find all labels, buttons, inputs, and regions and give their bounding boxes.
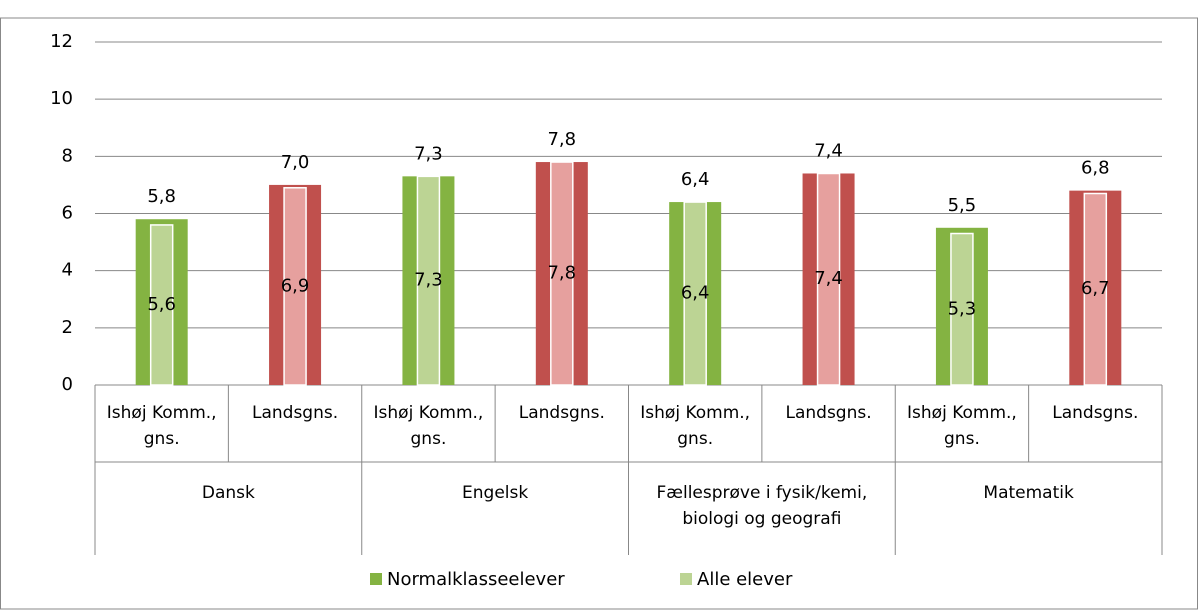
group-label: Matematik	[983, 483, 1074, 503]
y-tick-label: 2	[62, 317, 73, 338]
bar	[283, 187, 307, 386]
y-tick-label: 8	[62, 145, 73, 166]
data-label: 7,8	[547, 263, 576, 284]
x-tick-label: Landsgns.	[518, 403, 605, 423]
x-tick-label: Ishøj Komm., gns.	[640, 403, 751, 449]
data-label: 7,4	[814, 140, 843, 161]
data-label: 6,4	[681, 169, 710, 190]
data-label: 7,3	[414, 270, 443, 291]
data-label: 7,8	[547, 129, 576, 150]
x-tick-label: Ishøj Komm., gns.	[106, 403, 217, 449]
bar	[950, 232, 974, 386]
y-tick-label: 12	[50, 31, 73, 52]
bar	[149, 224, 174, 386]
data-label: 6,4	[681, 283, 710, 304]
legend-label: Alle elever	[697, 569, 793, 590]
y-tick-label: 6	[62, 203, 73, 224]
data-label: 7,0	[281, 152, 310, 173]
x-tick-label: Landsgns.	[785, 403, 872, 423]
data-label: 7,3	[414, 143, 443, 164]
data-label: 6,7	[1081, 278, 1110, 299]
data-label: 5,3	[948, 298, 977, 319]
data-label: 6,9	[281, 275, 310, 296]
data-label: 6,8	[1081, 158, 1110, 179]
y-tick-label: 10	[50, 88, 73, 109]
y-tick-label: 4	[62, 260, 73, 281]
bar	[416, 175, 441, 386]
x-tick-label: Ishøj Komm., gns.	[907, 403, 1017, 449]
group-label: Engelsk	[462, 483, 529, 503]
y-tick-label: 0	[62, 374, 73, 395]
x-tick-label: Landsgns.	[251, 403, 339, 423]
legend-label: Normalklasseelever	[387, 569, 565, 590]
group-label: Fællesprøve i fysik/kemi, biologi og geo…	[656, 483, 868, 529]
legend-swatch	[680, 573, 692, 585]
data-label: 5,6	[147, 294, 176, 315]
data-label: 5,8	[147, 186, 176, 207]
bar	[1083, 192, 1108, 386]
group-label: Dansk	[201, 483, 255, 503]
data-label: 5,5	[948, 195, 977, 216]
data-label: 7,4	[814, 268, 843, 289]
bar	[816, 172, 841, 386]
bar	[683, 201, 707, 386]
x-tick-label: Ishøj Komm., gns.	[373, 403, 484, 449]
legend-swatch	[370, 573, 382, 585]
x-tick-label: Landsgns.	[1052, 403, 1139, 423]
bar	[550, 161, 574, 386]
